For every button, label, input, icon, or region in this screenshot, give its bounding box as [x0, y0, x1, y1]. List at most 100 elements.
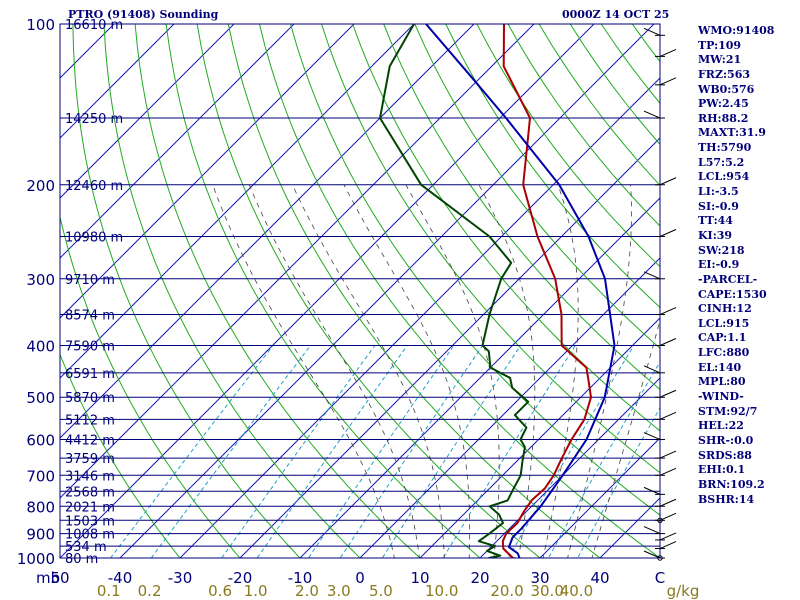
- mixing-ratio-line: [577, 406, 660, 558]
- temperature-tick-label: 0: [355, 569, 365, 587]
- mixing-ratio-label: 1.0: [244, 582, 268, 600]
- index-value: MAXT:31.9: [698, 126, 766, 140]
- height-label: 16610 m: [65, 18, 123, 33]
- mixing-ratio-label: 3.0: [327, 582, 351, 600]
- index-value: KI:39: [698, 228, 733, 242]
- height-label: 2568 m: [65, 485, 115, 500]
- pressure-tick-label: 200: [26, 177, 55, 195]
- indices-panel: WMO:91408 TP:109 MW:21 FRZ:563 WB0:576 PW:2.4…: [698, 24, 798, 507]
- dry-adiabat-line: [60, 353, 181, 558]
- index-value: SW:218: [698, 243, 745, 257]
- height-label: 5112 m: [65, 413, 115, 428]
- mixing-ratio-label: 30.0: [530, 582, 563, 600]
- dry-adiabat-line: [383, 24, 660, 391]
- index-value: CAPE:1530: [698, 287, 767, 301]
- index-value: LI:-3.5: [698, 185, 739, 199]
- dry-adiabat-line: [227, 24, 601, 558]
- index-value: TT:44: [698, 214, 733, 228]
- wind-barb: [659, 467, 677, 476]
- isotherm-line: [60, 24, 595, 558]
- dry-adiabat-line: [414, 24, 660, 349]
- dry-adiabat-line: [103, 24, 361, 558]
- moist-adiabat-line: [212, 184, 395, 558]
- isotherm-line: [60, 24, 235, 199]
- pressure-tick-label: 900: [26, 526, 55, 544]
- dry-adiabat-line: [321, 24, 660, 474]
- mixing-ratio-line: [442, 345, 576, 558]
- mixing-ratio-line: [307, 345, 455, 558]
- isotherm-line: [479, 377, 660, 558]
- mixing-ratio-label: 0.1: [97, 582, 121, 600]
- wind-barb: [643, 526, 661, 535]
- axis-labels: 16610 m 14250 m 12460 m 10980 m 9710 m 8574 m…: [17, 16, 700, 600]
- isotherm-line: [539, 437, 660, 558]
- height-label: 80 m: [65, 552, 98, 567]
- index-value: SRDS:88: [698, 448, 752, 462]
- index-value: STM:92/7: [698, 404, 758, 418]
- mixing-ratio-label: 2.0: [295, 582, 319, 600]
- index-value: BRN:109.2: [698, 477, 765, 491]
- mixing-ratio-unit-label: g/kg: [667, 582, 700, 600]
- wind-barb: [659, 498, 677, 507]
- wind-barb: [643, 432, 661, 440]
- moist-adiabat-line: [292, 184, 445, 558]
- dry-adiabat-line: [352, 24, 660, 432]
- temperature-tick-label: -20: [228, 569, 253, 587]
- pressure-tick-label: 800: [26, 498, 55, 516]
- wind-barb: [643, 27, 661, 36]
- index-value: MW:21: [698, 53, 742, 67]
- parcel-trace: [425, 24, 616, 558]
- wind-barb: [659, 229, 677, 237]
- index-value: MPL:80: [698, 375, 746, 389]
- mixing-ratio-line: [547, 360, 660, 558]
- mixing-ratio-line: [339, 345, 484, 558]
- moist-adiabat-line: [542, 184, 579, 558]
- mixing-ratio-label: 20.0: [490, 582, 523, 600]
- index-value: -PARCEL-: [698, 272, 758, 286]
- mixing-ratio-label: 10.0: [425, 582, 458, 600]
- temperature-tick-label: 10: [410, 569, 429, 587]
- wind-barb: [659, 411, 677, 420]
- mixing-ratio-label: 5.0: [369, 582, 393, 600]
- height-label: 7590 m: [65, 340, 115, 355]
- temperature-tick-label: -10: [288, 569, 313, 587]
- dry-adiabat-line: [258, 24, 660, 558]
- index-value: L57:5.2: [698, 155, 745, 169]
- isotherm-line: [179, 77, 660, 558]
- height-label: 9710 m: [65, 273, 115, 288]
- mixing-ratio-label: 40.0: [560, 582, 593, 600]
- wind-barb: [659, 48, 677, 57]
- moist-adiabat-line: [405, 184, 500, 558]
- height-label: 6591 m: [65, 367, 115, 382]
- index-value: -WIND-: [698, 390, 744, 404]
- index-value: PW:2.45: [698, 97, 749, 111]
- wind-barb: [643, 365, 661, 374]
- index-value: LFC:880: [698, 346, 750, 360]
- mixing-ratio-line: [150, 345, 311, 558]
- isotherm-line: [119, 24, 655, 558]
- height-label: 10980 m: [65, 230, 123, 245]
- moist-adiabat-line: [343, 184, 471, 558]
- isotherm-line: [60, 24, 415, 379]
- sounding-time: 0000Z 14 OCT 25: [562, 8, 670, 21]
- index-value: WMO:91408: [698, 24, 775, 37]
- dry-adiabat-line: [476, 24, 660, 268]
- moist-adiabat-line: [591, 318, 660, 558]
- temperature-tick-label: 40: [590, 569, 609, 587]
- temperature-tick-label: 20: [470, 569, 489, 587]
- mixing-ratio-label: 0.6: [208, 582, 232, 600]
- pressure-tick-label: 500: [26, 389, 55, 407]
- height-label: 5870 m: [65, 391, 115, 406]
- height-label: 8574 m: [65, 309, 115, 324]
- wind-barb: [659, 338, 677, 346]
- index-value: EHI:0.1: [698, 463, 746, 477]
- index-value: HEL:22: [698, 419, 744, 433]
- isotherm-line: [60, 24, 175, 139]
- moist-adiabat-line: [567, 184, 632, 558]
- index-value: CAP:1.1: [698, 331, 747, 345]
- height-label: 1008 m: [65, 528, 115, 543]
- temperature-tick-label: 30: [530, 569, 549, 587]
- isotherm-line: [239, 137, 660, 558]
- wind-barb: [643, 271, 661, 280]
